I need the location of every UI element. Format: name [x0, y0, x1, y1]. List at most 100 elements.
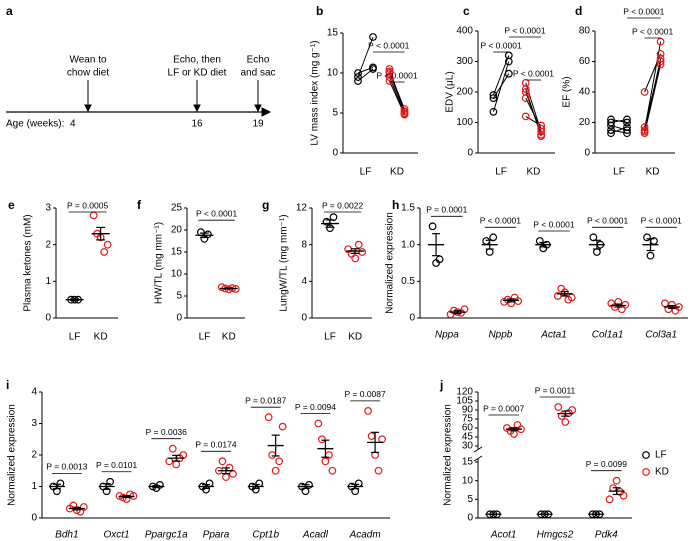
- data-point: [640, 129, 649, 138]
- panel-letter: j: [439, 378, 443, 392]
- data-point: [100, 248, 109, 256]
- y-tick-label: 0: [176, 313, 182, 324]
- data-point: [514, 297, 523, 306]
- panel-letter: d: [575, 4, 582, 18]
- y-tick-label: 12: [296, 203, 308, 214]
- y-tick-label: 0: [584, 148, 590, 159]
- data-point: [369, 63, 377, 72]
- data-point: [521, 112, 530, 121]
- p-value: P = 0.0099: [586, 459, 627, 469]
- data-point: [521, 94, 530, 102]
- data-point: [106, 477, 115, 486]
- p-value: P < 0.0001: [513, 68, 554, 78]
- data-point: [537, 132, 546, 141]
- y-tick-label: 105: [456, 396, 473, 407]
- y-tick-label: 8: [301, 239, 307, 250]
- y-tick-label: 3: [45, 203, 51, 214]
- data-point: [607, 121, 615, 130]
- y-tick-label: 10: [462, 475, 474, 486]
- p-value: P < 0.0001: [533, 219, 574, 229]
- data-point: [589, 233, 598, 242]
- data-point: [489, 94, 498, 102]
- x-tick-label: KD: [348, 332, 362, 343]
- y-tick-label: 200: [456, 87, 473, 98]
- x-tick-label: KD: [390, 167, 404, 178]
- event-arrowhead: [84, 104, 92, 113]
- data-point: [328, 466, 337, 475]
- timeline-event: Echo: [247, 55, 270, 66]
- y-tick-label: 0: [301, 313, 307, 324]
- x-tick-label: Ppara: [203, 530, 230, 541]
- y-tick-label: 40: [579, 87, 591, 98]
- data-point: [374, 466, 383, 475]
- p-value: P < 0.0001: [632, 26, 673, 36]
- data-point: [489, 107, 498, 116]
- legend-marker: [642, 468, 650, 476]
- data-point: [621, 300, 630, 309]
- data-point: [351, 254, 360, 263]
- data-point: [400, 107, 409, 116]
- data-point: [264, 413, 273, 422]
- panel-letter: h: [392, 198, 399, 212]
- event-arrowhead: [193, 104, 201, 113]
- timeline-tick-label: 4: [70, 119, 76, 130]
- p-value: P < 0.0001: [623, 6, 664, 16]
- p-value: P = 0.0036: [146, 427, 187, 437]
- data-point: [607, 118, 615, 127]
- y-tick-label: 2: [31, 450, 37, 461]
- data-point: [607, 129, 615, 138]
- data-point: [607, 126, 615, 135]
- p-value: P < 0.0001: [504, 25, 545, 35]
- y-tick-label: 15: [171, 247, 183, 258]
- p-value: P = 0.0101: [96, 460, 137, 470]
- x-tick-label: KD: [526, 167, 540, 178]
- timeline-event: chow diet: [67, 68, 109, 79]
- data-point: [623, 126, 631, 135]
- y-tick-label: 5: [332, 108, 338, 119]
- data-point: [605, 495, 614, 504]
- event-arrowhead: [254, 104, 262, 113]
- data-point: [103, 240, 112, 249]
- y-tick-label: 0: [45, 313, 51, 324]
- timeline-arrowhead: [261, 107, 272, 117]
- data-point: [354, 77, 362, 85]
- panel-letter: c: [463, 4, 470, 18]
- x-tick-label: Nppa: [435, 330, 459, 341]
- x-tick-label: Acot1: [490, 530, 517, 541]
- data-point: [385, 73, 394, 81]
- pair-line: [644, 58, 662, 132]
- data-point: [400, 105, 409, 113]
- y-tick-label: 2: [45, 239, 51, 250]
- y-tick-label: 80: [579, 26, 591, 37]
- y-tick-label: 100: [456, 117, 473, 128]
- legend-label: KD: [655, 467, 669, 478]
- data-point: [321, 457, 330, 466]
- legend-label: LF: [655, 450, 667, 461]
- p-value: P = 0.0013: [46, 462, 87, 472]
- data-point: [168, 444, 177, 453]
- x-tick-label: Bdh1: [55, 530, 78, 541]
- data-point: [268, 451, 277, 459]
- timeline-tick-label: 16: [191, 119, 203, 130]
- data-point: [172, 460, 181, 469]
- y-tick-label: 10: [327, 68, 339, 79]
- data-point: [275, 457, 284, 466]
- data-point: [554, 403, 563, 411]
- data-point: [428, 222, 437, 231]
- x-tick-label: Nppb: [488, 330, 512, 341]
- panel-letter: f: [137, 198, 142, 212]
- data-point: [354, 240, 363, 249]
- data-point: [218, 457, 227, 466]
- data-point: [354, 69, 362, 77]
- pair-line: [525, 115, 542, 126]
- data-point: [489, 233, 498, 242]
- data-point: [537, 124, 546, 133]
- data-point: [222, 473, 230, 481]
- y-axis-label: EDV (μL): [445, 71, 456, 112]
- data-point: [482, 237, 491, 245]
- x-tick-label: LF: [69, 332, 81, 343]
- y-tick-label: 4: [31, 387, 37, 398]
- x-tick-label: Ppargc1a: [145, 530, 188, 541]
- y-tick-label: 3: [31, 418, 37, 429]
- data-point: [623, 123, 631, 131]
